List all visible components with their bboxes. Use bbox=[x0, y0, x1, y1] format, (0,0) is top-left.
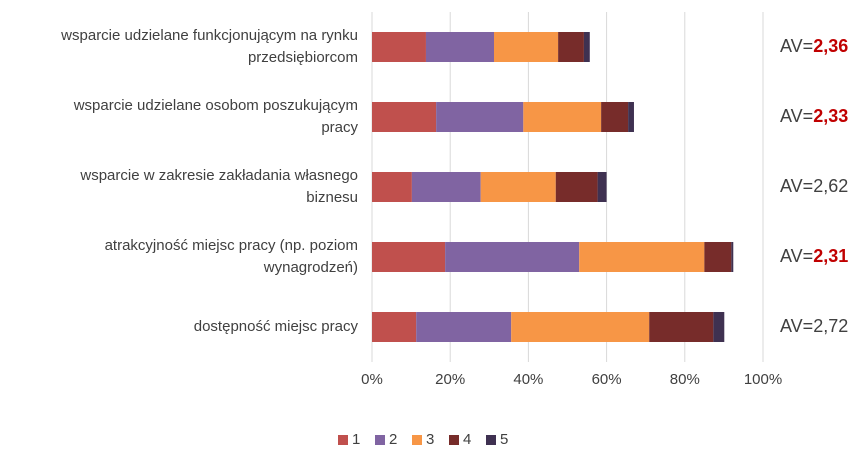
category-label: wsparcie w zakresie zakładania własnego … bbox=[80, 167, 358, 206]
annotation-prefix: AV= bbox=[780, 106, 813, 126]
category-label: wsparcie udzielane osobom poszukującym p… bbox=[73, 97, 358, 136]
bar-segment bbox=[425, 32, 494, 62]
annotation: AV=2,36 bbox=[780, 36, 848, 56]
x-tick-label: 60% bbox=[592, 371, 622, 388]
bar-segment bbox=[372, 312, 417, 342]
legend-swatch bbox=[375, 435, 385, 445]
bar-segment bbox=[597, 172, 607, 202]
bar-segment bbox=[601, 102, 629, 132]
x-tick-label: 80% bbox=[670, 371, 700, 388]
legend-label: 3 bbox=[426, 431, 434, 448]
annotation: AV=2,31 bbox=[780, 246, 848, 266]
bar-segment bbox=[558, 32, 584, 62]
legend-label: 4 bbox=[463, 431, 471, 448]
category-label: atrakcyjność miejsc pracy (np. poziom wy… bbox=[104, 237, 358, 276]
annotation-prefix: AV= bbox=[780, 316, 813, 336]
annotation-prefix: AV= bbox=[780, 36, 813, 56]
annotation-prefix: AV= bbox=[780, 246, 813, 266]
annotation-value: 2,36 bbox=[813, 36, 848, 56]
bar-segment bbox=[704, 242, 732, 272]
bar-segment bbox=[411, 172, 481, 202]
annotation: AV=2,33 bbox=[780, 106, 848, 126]
legend-label: 5 bbox=[500, 431, 508, 448]
bar-segment bbox=[372, 172, 412, 202]
bar-segment bbox=[436, 102, 524, 132]
bar-segment bbox=[511, 312, 650, 342]
annotation: AV=2,72 bbox=[780, 316, 848, 336]
legend-swatch bbox=[338, 435, 348, 445]
bar-segment bbox=[523, 102, 602, 132]
bar-segment bbox=[480, 172, 556, 202]
bar-segment bbox=[372, 102, 437, 132]
bar-segment bbox=[583, 32, 590, 62]
x-tick-label: 100% bbox=[744, 371, 782, 388]
x-tick-label: 0% bbox=[361, 371, 383, 388]
bar-segment bbox=[372, 242, 446, 272]
category-label: wsparcie udzielane funkcjonującym na ryn… bbox=[61, 27, 358, 66]
x-tick-label: 20% bbox=[435, 371, 465, 388]
annotation-value: 2,31 bbox=[813, 246, 848, 266]
legend-label: 2 bbox=[389, 431, 397, 448]
bar-segment bbox=[628, 102, 634, 132]
bar-segment bbox=[493, 32, 559, 62]
legend-label: 1 bbox=[352, 431, 360, 448]
bar-segment bbox=[416, 312, 512, 342]
annotation-value: 2,62 bbox=[813, 176, 848, 196]
bar-segment bbox=[579, 242, 705, 272]
bar-segment bbox=[372, 32, 426, 62]
legend-swatch bbox=[486, 435, 496, 445]
legend-swatch bbox=[449, 435, 459, 445]
category-label: dostępność miejsc pracy bbox=[193, 318, 358, 335]
annotation-value: 2,72 bbox=[813, 316, 848, 336]
annotation: AV=2,62 bbox=[780, 176, 848, 196]
annotation-prefix: AV= bbox=[780, 176, 813, 196]
legend-swatch bbox=[412, 435, 422, 445]
bar-segment bbox=[649, 312, 714, 342]
bar-segment bbox=[445, 242, 580, 272]
x-tick-label: 40% bbox=[513, 371, 543, 388]
bar-segment bbox=[731, 242, 734, 272]
annotation-value: 2,33 bbox=[813, 106, 848, 126]
bar-segment bbox=[555, 172, 598, 202]
bar-segment bbox=[713, 312, 725, 342]
